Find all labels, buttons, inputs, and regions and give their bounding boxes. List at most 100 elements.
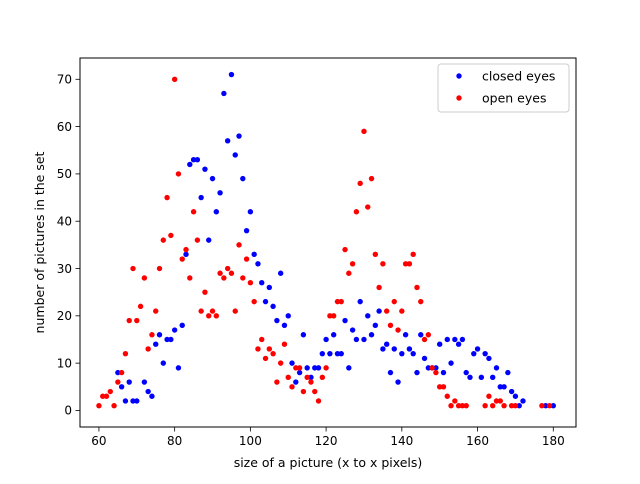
- data-point-open-eyes: [463, 403, 469, 409]
- data-point-closed-eyes: [436, 341, 443, 347]
- data-point-open-eyes: [501, 403, 507, 409]
- data-point-closed-eyes: [406, 346, 413, 352]
- legend-box: [437, 63, 570, 113]
- data-point-closed-eyes: [357, 298, 363, 305]
- data-point-open-eyes: [448, 403, 454, 409]
- data-point-open-eyes: [330, 313, 337, 319]
- data-point-closed-eyes: [361, 336, 367, 343]
- data-point-closed-eyes: [365, 313, 371, 319]
- data-point-open-eyes: [357, 180, 363, 187]
- data-point-closed-eyes: [330, 332, 337, 338]
- data-point-open-eyes: [96, 403, 102, 409]
- data-point-closed-eyes: [368, 332, 375, 338]
- data-point-open-eyes: [134, 317, 140, 324]
- data-point-open-eyes: [217, 270, 223, 276]
- data-point-closed-eyes: [228, 71, 235, 78]
- x-tick-label: 60: [91, 434, 106, 448]
- data-point-open-eyes: [387, 322, 394, 328]
- data-point-open-eyes: [349, 261, 356, 267]
- legend-label-open-eyes: open eyes: [482, 91, 546, 106]
- data-point-closed-eyes: [293, 379, 299, 385]
- data-point-closed-eyes: [179, 322, 185, 328]
- data-point-closed-eyes: [501, 384, 507, 390]
- data-point-open-eyes: [107, 388, 113, 395]
- data-point-closed-eyes: [471, 350, 477, 357]
- y-tick-label: 50: [57, 167, 72, 181]
- data-point-open-eyes: [304, 374, 310, 381]
- data-point-open-eyes: [539, 403, 545, 409]
- data-point-open-eyes: [289, 384, 295, 390]
- data-point-open-eyes: [247, 280, 254, 286]
- legend-marker-closed-eyes: [456, 73, 462, 79]
- data-point-open-eyes: [285, 374, 291, 381]
- data-point-closed-eyes: [387, 369, 394, 376]
- data-point-closed-eyes: [175, 365, 182, 371]
- x-tick-label: 160: [466, 434, 489, 448]
- data-point-closed-eyes: [262, 298, 269, 305]
- data-point-closed-eyes: [118, 384, 125, 390]
- data-point-open-eyes: [240, 275, 246, 281]
- data-point-closed-eyes: [168, 336, 174, 343]
- data-point-open-eyes: [122, 350, 129, 357]
- data-point-closed-eyes: [308, 374, 314, 381]
- data-point-open-eyes: [153, 308, 159, 314]
- data-point-closed-eyes: [194, 157, 201, 163]
- data-point-closed-eyes: [255, 261, 261, 267]
- data-point-open-eyes: [425, 332, 432, 338]
- data-point-closed-eyes: [497, 384, 503, 390]
- data-point-open-eyes: [512, 403, 519, 409]
- data-point-open-eyes: [164, 194, 170, 201]
- data-point-open-eyes: [296, 365, 303, 371]
- data-point-closed-eyes: [240, 175, 246, 182]
- data-point-open-eyes: [194, 237, 201, 243]
- data-point-closed-eyes: [490, 374, 496, 381]
- data-point-closed-eyes: [190, 157, 197, 163]
- data-point-open-eyes: [459, 403, 466, 409]
- data-point-open-eyes: [103, 393, 110, 399]
- points-layer: [96, 71, 556, 409]
- data-point-closed-eyes: [448, 360, 454, 366]
- data-point-closed-eyes: [198, 194, 204, 201]
- data-point-open-eyes: [410, 251, 416, 258]
- data-point-closed-eyes: [183, 251, 189, 258]
- data-point-closed-eyes: [440, 369, 447, 376]
- data-point-closed-eyes: [130, 398, 136, 404]
- y-tick-label: 60: [57, 120, 72, 134]
- data-point-open-eyes: [270, 350, 276, 357]
- data-point-open-eyes: [300, 388, 307, 395]
- data-point-open-eyes: [149, 332, 155, 338]
- data-point-closed-eyes: [217, 190, 223, 196]
- data-point-open-eyes: [455, 403, 462, 409]
- legend: closed eyes open eyes: [437, 63, 570, 113]
- data-point-closed-eyes: [270, 303, 276, 310]
- data-point-closed-eyes: [512, 393, 519, 399]
- data-point-closed-eyes: [149, 393, 155, 399]
- data-point-closed-eyes: [126, 379, 132, 385]
- data-point-closed-eyes: [414, 369, 420, 376]
- data-point-closed-eyes: [213, 209, 220, 215]
- data-point-open-eyes: [490, 403, 496, 409]
- data-point-closed-eyes: [153, 341, 159, 347]
- data-point-open-eyes: [293, 365, 299, 371]
- data-point-closed-eyes: [247, 209, 254, 215]
- data-point-closed-eyes: [376, 308, 382, 314]
- data-point-closed-eyes: [266, 284, 273, 291]
- data-point-open-eyes: [130, 265, 136, 272]
- data-point-open-eyes: [391, 298, 397, 305]
- data-point-closed-eyes: [402, 332, 409, 338]
- data-point-open-eyes: [452, 398, 458, 404]
- data-point-closed-eyes: [327, 350, 333, 357]
- data-point-closed-eyes: [251, 251, 257, 258]
- data-point-open-eyes: [433, 369, 439, 376]
- data-point-open-eyes: [141, 275, 148, 281]
- data-point-closed-eyes: [145, 388, 151, 395]
- data-point-open-eyes: [346, 270, 352, 276]
- data-point-closed-eyes: [505, 369, 511, 376]
- plot-area-frame: [79, 57, 577, 428]
- data-point-closed-eyes: [478, 374, 485, 381]
- data-point-open-eyes: [281, 341, 288, 347]
- data-point-closed-eyes: [156, 332, 163, 338]
- data-point-closed-eyes: [281, 322, 288, 328]
